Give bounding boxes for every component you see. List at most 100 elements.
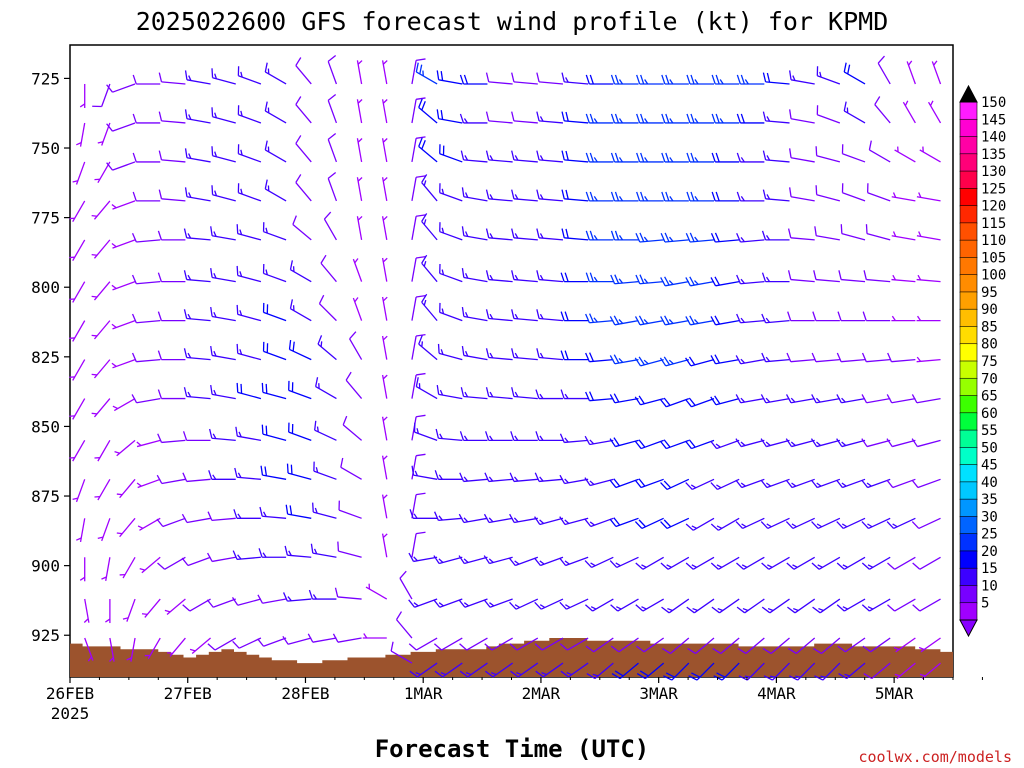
barb-feather: [463, 74, 469, 85]
barb-feather: [489, 602, 495, 607]
wind-barb: [285, 504, 312, 519]
barb-feather: [735, 394, 742, 404]
wind-barb: [131, 233, 161, 243]
barb-feather: [416, 294, 426, 298]
wind-barb: [686, 74, 715, 85]
barb-feather: [91, 253, 98, 256]
wind-barb: [356, 138, 363, 163]
wind-barb: [69, 281, 86, 303]
barb-feather: [240, 383, 243, 394]
barb-feather: [867, 606, 874, 610]
barb-feather: [636, 74, 641, 85]
wind-barb: [712, 637, 740, 655]
barb-feather: [513, 476, 519, 482]
barb-feather: [614, 230, 620, 241]
barb-feather: [643, 319, 649, 324]
wind-barb: [610, 274, 639, 285]
barb-shaft: [870, 637, 891, 653]
wind-barb: [189, 637, 211, 654]
wind-barb: [610, 637, 639, 653]
wind-barb: [411, 294, 426, 321]
barb-feather: [539, 560, 545, 565]
barb-feather: [541, 671, 547, 676]
wind-barb: [535, 389, 563, 400]
wind-barb: [411, 58, 426, 85]
barb-shaft: [867, 478, 891, 489]
wind-barb: [863, 270, 891, 283]
barb-feather: [589, 74, 594, 85]
barb-feather: [613, 478, 621, 487]
wind-barb: [685, 397, 715, 408]
colorbar-swatch: [959, 118, 978, 138]
wind-barb: [461, 345, 488, 361]
barb-feather: [837, 645, 846, 653]
barb-feather: [408, 552, 415, 562]
wind-barb: [843, 62, 866, 85]
wind-barb: [411, 214, 426, 241]
wind-barb: [116, 478, 136, 499]
barb-feather: [337, 541, 340, 552]
barb-shaft: [816, 194, 841, 202]
barb-feather: [415, 377, 419, 387]
barb-feather: [820, 675, 826, 678]
barb-shaft: [349, 338, 363, 360]
barb-feather: [536, 309, 540, 319]
wind-barb: [231, 596, 262, 606]
barb-feather: [584, 435, 591, 445]
barb-shaft: [666, 397, 690, 408]
barb-feather: [710, 396, 717, 406]
wind-barb: [69, 239, 86, 261]
barb-feather: [740, 358, 746, 364]
colorbar-swatch: [959, 257, 978, 276]
barb-feather: [613, 354, 620, 364]
wind-barb: [381, 99, 388, 124]
barb-feather: [861, 562, 870, 570]
wind-barb: [534, 556, 564, 567]
wind-barb: [459, 662, 488, 678]
barb-shaft: [715, 239, 740, 243]
wind-barb: [264, 62, 287, 85]
barb-feather: [886, 521, 895, 529]
barb-feather: [735, 355, 742, 365]
y-tick-label: 850: [31, 417, 60, 436]
barb-feather: [214, 190, 218, 196]
barb-feather: [421, 254, 428, 264]
barb-feather: [463, 517, 469, 523]
wind-barb: [511, 309, 538, 322]
barb-feather: [688, 356, 696, 366]
barb-feather: [433, 643, 442, 651]
barb-feather: [789, 109, 792, 119]
barb-feather: [421, 341, 424, 347]
wind-barb: [235, 426, 262, 441]
barb-shaft: [161, 478, 186, 485]
barb-feather: [661, 152, 666, 163]
barb-feather: [76, 537, 82, 541]
wind-barb: [586, 662, 614, 680]
barb-shaft: [337, 596, 362, 600]
wind-barb: [157, 272, 186, 283]
wind-barb: [560, 350, 589, 361]
barb-feather: [694, 79, 699, 85]
barb-feather: [610, 230, 616, 241]
barb-feather: [719, 79, 724, 85]
wind-barb: [559, 433, 589, 444]
barb-shaft: [795, 637, 816, 654]
barb-shaft: [540, 556, 564, 567]
barb-feather: [659, 398, 667, 408]
barb-feather: [508, 557, 516, 566]
barb-feather: [111, 323, 117, 328]
colorbar-label: 145: [981, 112, 1006, 128]
wind-barb: [816, 105, 841, 124]
wind-barb: [609, 517, 639, 528]
barb-feather: [465, 671, 472, 676]
wind-barb: [891, 192, 916, 202]
wind-barb: [327, 93, 338, 124]
barb-feather: [887, 562, 896, 570]
barb-feather: [634, 479, 642, 488]
barb-feather: [836, 479, 843, 488]
wind-barb: [685, 356, 715, 367]
barb-feather: [164, 609, 171, 613]
barb-shaft: [817, 114, 841, 124]
barb-feather: [841, 397, 846, 403]
barb-feather: [788, 675, 799, 681]
